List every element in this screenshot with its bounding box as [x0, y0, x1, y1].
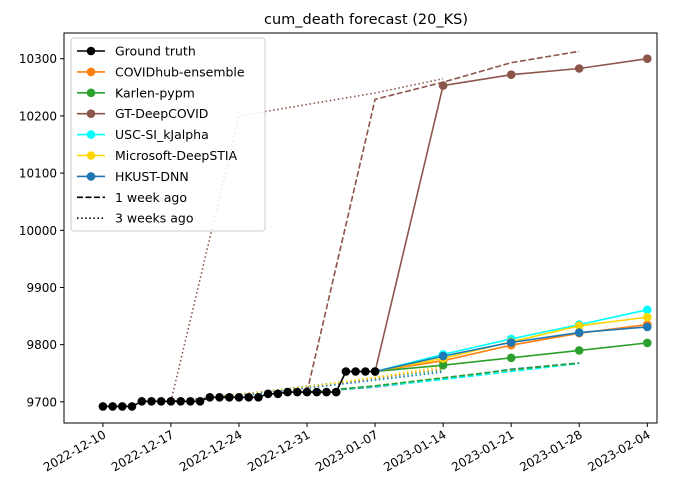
ground-truth-point — [98, 402, 108, 411]
x-tick-label: 2023-02-04 — [585, 427, 652, 474]
ground-truth-point — [186, 397, 195, 406]
x-tick-label: 2023-01-28 — [517, 427, 584, 474]
x-tick-label: 2023-01-07 — [313, 427, 380, 474]
x-tick-label: 2022-12-24 — [177, 427, 244, 474]
ground-truth-point — [331, 387, 341, 397]
forecast-karlen-pypm-point — [438, 360, 448, 370]
y-tick-label: 9700 — [26, 395, 57, 409]
legend-label: COVIDhub-ensemble — [115, 64, 245, 79]
x-tick-label: 2023-01-14 — [381, 427, 448, 474]
ground-truth-point — [108, 402, 117, 411]
legend-label: Karlen-pypm — [115, 85, 195, 100]
ground-truth-point — [293, 387, 302, 397]
y-tick-label: 10100 — [19, 167, 57, 181]
ground-truth-point — [351, 367, 360, 376]
legend-marker-hkust-dnn — [86, 172, 96, 181]
legend-marker-microsoft-deepstia — [86, 151, 96, 160]
forecast-gt-deepcovid-point — [643, 54, 652, 63]
x-tick-label: 2022-12-31 — [245, 427, 312, 474]
forecast-karlen-pypm-point — [574, 346, 584, 355]
legend-label: USC-SI_kJalpha — [115, 127, 209, 142]
legend-label: GT-DeepCOVID — [115, 106, 208, 121]
y-tick-label: 9900 — [26, 281, 57, 295]
ground-truth-point — [195, 397, 205, 406]
legend: Ground truth COVIDhub-ensemble Karlen-pypm… — [70, 37, 266, 232]
forecast-gt-deepcovid-line — [374, 57, 648, 372]
legend-label: Microsoft-DeepSTIA — [115, 148, 238, 163]
legend-marker-gt-deepcovid — [86, 109, 96, 118]
forecast-gt-deepcovid-point — [574, 64, 584, 73]
y-tick-label: 10200 — [19, 109, 57, 123]
forecast-karlen-pypm-point — [643, 338, 652, 348]
y-tick-label: 9800 — [26, 338, 57, 352]
ground-truth-point — [370, 367, 380, 376]
ground-truth-point — [215, 393, 224, 402]
ground-truth-point — [156, 397, 166, 406]
ground-truth-point — [234, 393, 244, 402]
ground-truth-point — [263, 389, 273, 399]
legend-label: HKUST-DNN — [115, 169, 189, 184]
forecast-usc-si-kjalpha-point — [643, 305, 652, 315]
x-tick-label: 2023-01-21 — [449, 427, 516, 474]
ground-truth-point — [312, 387, 322, 397]
forecast-microsoft-deepstia-point — [574, 321, 584, 331]
ground-truth-point — [283, 387, 292, 397]
ground-truth-point — [225, 393, 234, 402]
forecast-karlen-pypm-point — [506, 353, 516, 363]
ground-truth-point — [361, 367, 370, 376]
ground-truth-point — [127, 402, 137, 411]
ground-truth-point — [147, 397, 156, 406]
legend-label: Ground truth — [115, 44, 196, 59]
x-tick-label: 2022-12-10 — [41, 427, 108, 474]
y-tick-label: 10300 — [19, 52, 57, 66]
ground-truth-point — [273, 389, 283, 399]
forecast-hkust-dnn-point — [506, 338, 516, 347]
x-tick-label: 2022-12-17 — [109, 427, 176, 474]
ground-truth-point — [302, 387, 312, 397]
ground-truth-point — [166, 397, 176, 406]
ground-truth-point — [176, 397, 185, 406]
ground-truth-point — [322, 387, 331, 397]
forecast-hkust-dnn-point — [574, 328, 584, 337]
plot-frame — [63, 32, 658, 424]
ground-truth-point — [137, 397, 147, 406]
ground-truth-point — [244, 393, 253, 402]
chart-title: cum_death forecast (20_KS) — [264, 12, 468, 28]
legend-marker-usc-si-kjalpha — [86, 130, 96, 139]
ground-truth-point — [205, 393, 215, 402]
forecast-gt-deepcovid-point — [438, 81, 448, 90]
plot-area — [98, 50, 652, 411]
legend-marker-covidhub-ensemble — [86, 67, 96, 77]
legend-label: 3 weeks ago — [115, 211, 194, 226]
legend-box — [70, 37, 266, 232]
ground-truth-point — [254, 393, 263, 402]
forecast-hkust-dnn-point — [643, 322, 652, 332]
forecast-1w-karlen-pypm-line — [306, 362, 580, 393]
y-tick-label: 10000 — [19, 224, 57, 238]
forecast-gt-deepcovid-point — [506, 70, 516, 79]
legend-label: 1 week ago — [115, 190, 187, 205]
ground-truth-point — [118, 402, 127, 411]
ground-truth-point — [341, 367, 351, 376]
legend-marker-karlen-pypm — [86, 88, 96, 98]
forecast-microsoft-deepstia-point — [643, 312, 652, 322]
forecast-hkust-dnn-point — [438, 351, 448, 361]
legend-marker-ground-truth — [86, 46, 96, 56]
